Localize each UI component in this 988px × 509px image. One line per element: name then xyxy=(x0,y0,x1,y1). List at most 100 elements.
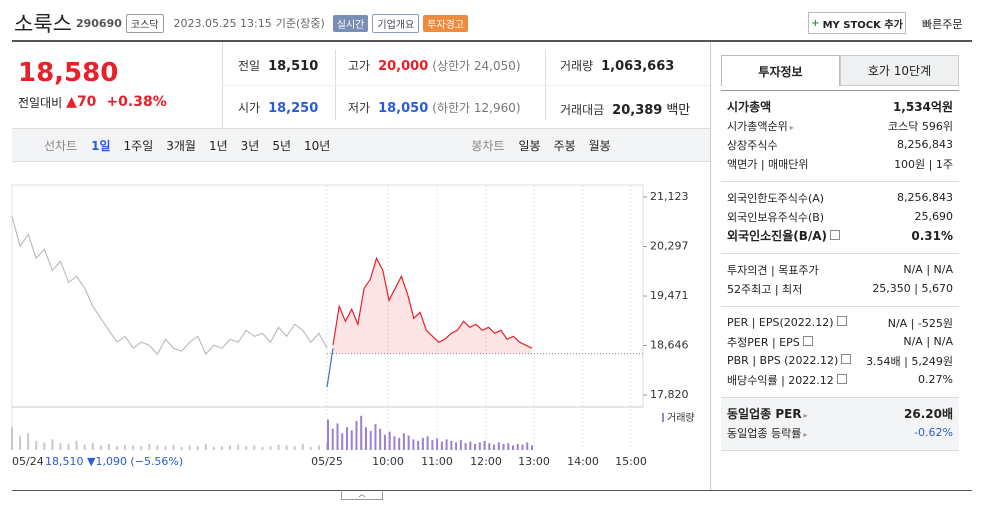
info-row: 배당수익률 | 2022.12 0.27% xyxy=(727,370,953,389)
info-value: 25,690 xyxy=(914,210,954,223)
volume-bar xyxy=(327,419,329,450)
x-tick-label: 05/25 xyxy=(311,455,343,468)
info-row: 시가총액순위 ▸ 코스닥 596위 xyxy=(727,116,953,135)
info-label-wrap: 상장주식수 xyxy=(727,137,778,153)
quote-value: 20,389 xyxy=(612,103,663,118)
volume-bar xyxy=(379,428,382,450)
divider xyxy=(222,85,710,86)
quote-label: 거래량 xyxy=(560,59,594,73)
change: ▲70 xyxy=(66,94,97,110)
volume-bar xyxy=(426,436,429,450)
period-tab[interactable]: 주봉 xyxy=(553,138,576,153)
period-tab[interactable]: 일봉 xyxy=(518,138,541,153)
volume-bar xyxy=(421,437,424,450)
volume-bar xyxy=(27,433,30,450)
volume-bar xyxy=(180,446,183,450)
info-label-wrap: 외국인한도주식수(A) xyxy=(727,190,824,206)
volume-bar xyxy=(521,444,524,450)
period-tab[interactable]: 1주일 xyxy=(123,138,154,153)
badge[interactable]: 실시간 xyxy=(332,14,369,32)
badge[interactable]: 기업개요 xyxy=(372,13,420,33)
info-label: 동일업종 등락률 xyxy=(727,426,802,440)
volume-bar xyxy=(83,444,86,450)
x-tick-label: 14:00 xyxy=(567,455,599,468)
line-chart-label: 선차트 xyxy=(44,138,78,153)
period-tab[interactable]: 1년 xyxy=(208,138,228,153)
volume-bar xyxy=(51,439,54,450)
quote-label: 시가 xyxy=(238,101,261,115)
info-row: 외국인한도주식수(A) 8,256,843 xyxy=(727,188,953,207)
info-label-wrap: 투자의견 | 목표주가 xyxy=(727,262,819,278)
info-tabs: 투자정보 호가 10단계 xyxy=(721,55,959,86)
help-icon xyxy=(802,335,813,346)
volume-bar xyxy=(526,442,529,450)
info-row: 액면가 | 매매단위 100원 | 1주 xyxy=(727,154,953,173)
volume-bar xyxy=(345,427,348,450)
volume-bar xyxy=(253,445,256,450)
info-tab[interactable]: 투자정보 xyxy=(721,55,840,86)
volume-bar xyxy=(11,427,13,450)
info-value: 1,534억원 xyxy=(892,100,953,114)
volume-bar xyxy=(469,441,472,450)
volume-bar xyxy=(464,443,467,450)
volume-bar xyxy=(261,446,264,450)
info-label: 배당수익률 | 2022.12 xyxy=(727,373,834,387)
quote: 거래대금 20,389 백만 xyxy=(560,99,690,118)
link-icon: ▸ xyxy=(803,429,808,439)
volume-bar xyxy=(383,434,386,450)
volume-bar xyxy=(531,445,533,450)
period-tab[interactable]: 5년 xyxy=(272,138,292,153)
info-label-wrap: 액면가 | 매매단위 xyxy=(727,156,809,172)
volume-bar xyxy=(431,440,434,450)
info-label: PBR | BPS (2022.12) xyxy=(727,354,839,367)
change-row: 전일대비 ▲70 +0.38% xyxy=(18,94,167,111)
period-tab[interactable]: 월봉 xyxy=(588,138,611,153)
collapse-toggle[interactable]: ︿ xyxy=(341,490,383,500)
period-tab[interactable]: 3년 xyxy=(240,138,260,153)
stock-name: 소룩스 xyxy=(14,12,72,36)
quote: 고가 20,000 (상한가 24,050) xyxy=(348,57,521,74)
basis: 기준(장중) xyxy=(275,17,325,30)
my-stock-button[interactable]: + MY STOCK 추가 xyxy=(808,12,906,34)
period-tab[interactable]: 3개월 xyxy=(166,138,196,153)
quote-value: 18,050 xyxy=(378,101,429,116)
area xyxy=(333,258,532,354)
quote-value: 18,250 xyxy=(268,101,319,116)
link-icon: ▸ xyxy=(803,411,808,420)
info-label-wrap: 추정PER | EPS xyxy=(727,334,813,350)
info-label-wrap: 동일업종 등락률 ▸ xyxy=(727,425,807,441)
x-tick-label: 10:00 xyxy=(372,455,404,468)
info-label: 52주최고 | 최저 xyxy=(727,282,803,296)
info-value: N/A | -525원 xyxy=(887,316,953,330)
info-label-wrap: PBR | BPS (2022.12) xyxy=(727,354,852,367)
quote-value: 1,063,663 xyxy=(601,59,675,74)
volume-bar xyxy=(512,445,515,450)
info-label: 시가총액순위 xyxy=(727,119,788,133)
info-tab[interactable]: 호가 10단계 xyxy=(840,55,959,86)
y-tick-label: 21,123 xyxy=(650,190,689,203)
change-label: 전일대비 xyxy=(18,96,63,110)
header: 소룩스 290690 코스닥 2023.05.25 13:15 기준(장중) 실… xyxy=(14,8,469,38)
period-tab[interactable]: 10년 xyxy=(304,138,331,153)
volume-bar xyxy=(412,439,415,450)
volume-bar xyxy=(507,443,510,450)
volume-bar xyxy=(172,444,175,450)
volume-bar xyxy=(277,444,280,450)
volume-bar xyxy=(91,443,94,450)
x-tick-label: 13:00 xyxy=(518,455,550,468)
help-icon xyxy=(841,354,852,364)
quote: 시가 18,250 xyxy=(238,99,318,116)
info-label-wrap: 52주최고 | 최저 xyxy=(727,281,802,297)
volume-bar xyxy=(237,444,240,450)
volume-bar xyxy=(107,443,110,450)
quote-note: (상한가 24,050) xyxy=(432,59,521,73)
info-value: 0.31% xyxy=(911,228,953,243)
badge[interactable]: 투자경고 xyxy=(423,14,469,32)
quick-order[interactable]: 빠른주문 xyxy=(922,18,963,31)
info-value: 8,256,843 xyxy=(897,191,953,204)
period-tab[interactable]: 1일 xyxy=(91,138,111,153)
volume-bar xyxy=(436,438,439,450)
info-label-wrap: PER | EPS(2022.12) xyxy=(727,316,847,329)
info-row: 투자의견 | 목표주가 N/A | N/A xyxy=(727,260,953,279)
